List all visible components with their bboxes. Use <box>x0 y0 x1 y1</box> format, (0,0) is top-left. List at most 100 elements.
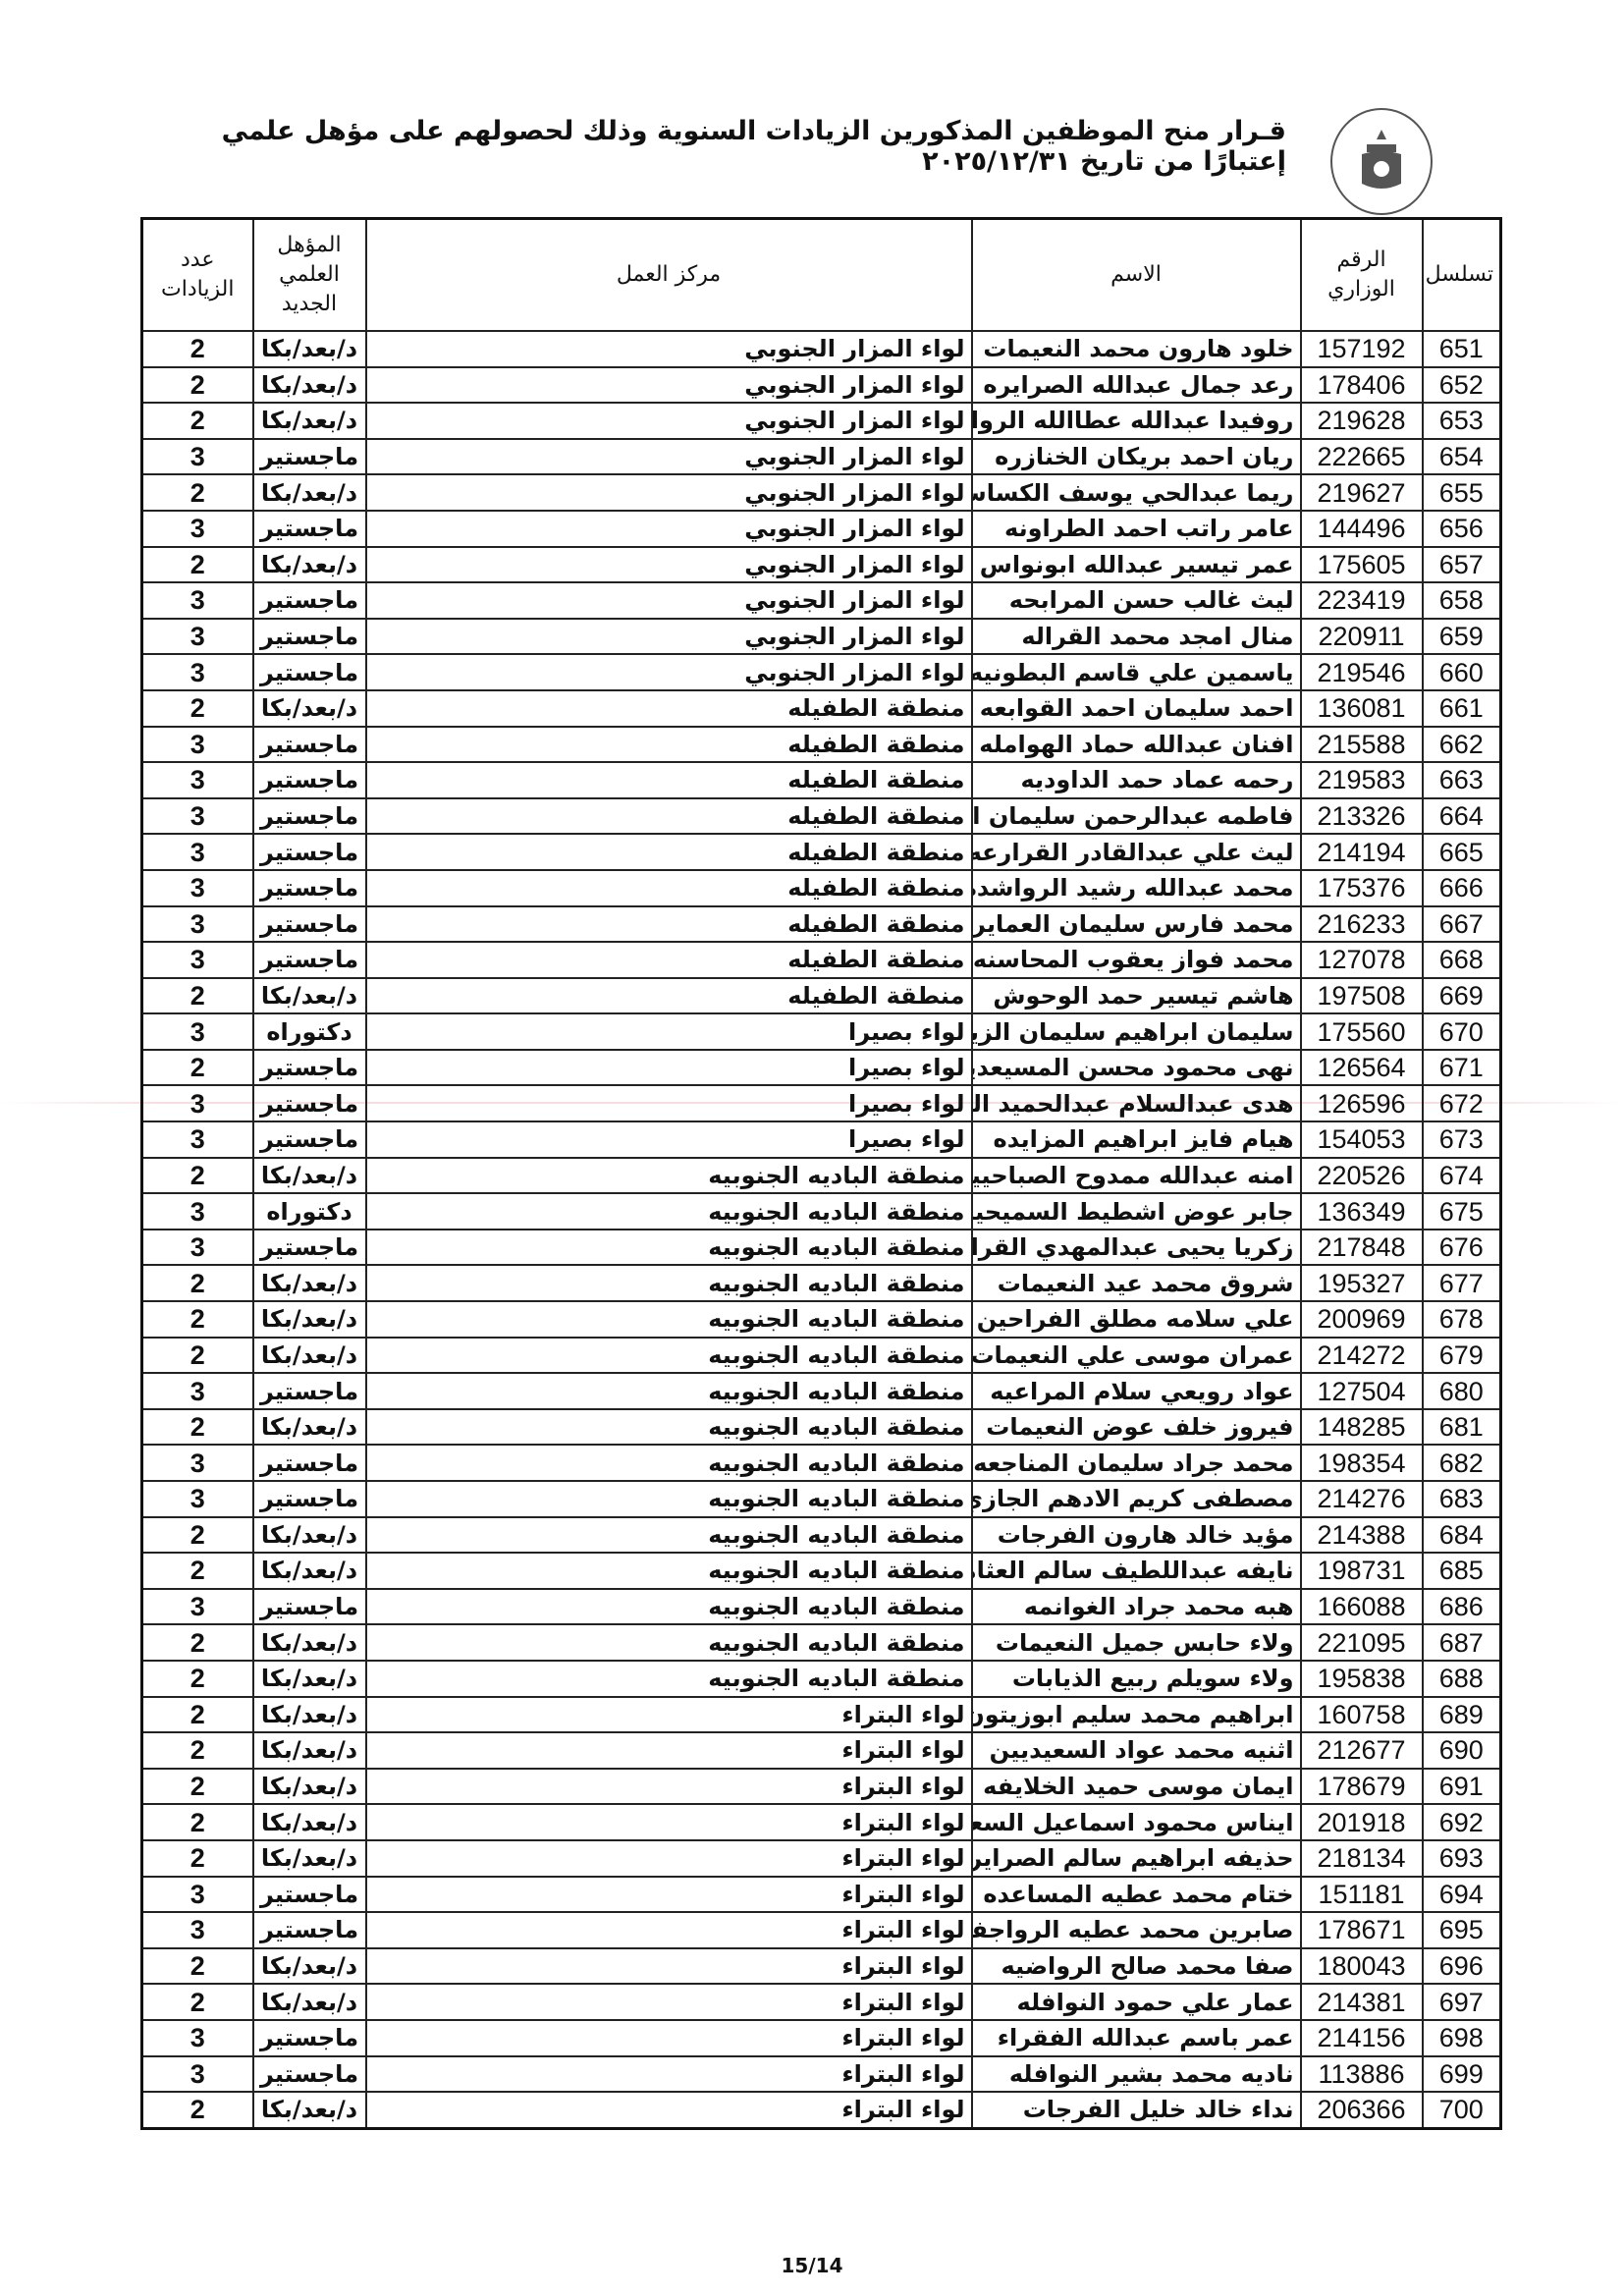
qualification-cell: د/بعد/بكا <box>251 1264 367 1303</box>
qualification-cell: د/بعد/بكا <box>251 1695 367 1734</box>
work-center-cell: لواء المزار الجنوبي <box>364 330 973 368</box>
document-title: قـرار منح الموظفين المذكورين الزيادات ال… <box>221 116 1286 177</box>
ministry-id-cell: 178671 <box>1299 1911 1424 1949</box>
increments-cell: 2 <box>140 1048 254 1087</box>
increments-cell: 3 <box>140 1192 254 1230</box>
qualification-cell: د/بعد/بكا <box>251 1156 367 1195</box>
ministry-id-cell: 197508 <box>1299 976 1424 1015</box>
increments-cell: 2 <box>140 1731 254 1770</box>
table-row: 691 178679 ايمان موسى حميد الخلايفه لواء ال… <box>140 1767 1502 1806</box>
table-row: 678 200969 علي سلامه مطلق الفراحين منطقة ال… <box>140 1300 1502 1339</box>
serial-cell: 679 <box>1421 1336 1502 1375</box>
increments-cell: 3 <box>140 2018 254 2057</box>
qualification-cell: دكتوراه <box>251 1012 367 1051</box>
qualification-cell: ماجستير <box>251 1121 367 1159</box>
work-center-cell: لواء المزار الجنوبي <box>364 545 973 584</box>
serial-cell: 693 <box>1421 1838 1502 1878</box>
ministry-id-cell: 151181 <box>1299 1875 1424 1914</box>
serial-cell: 674 <box>1421 1156 1502 1195</box>
header-ministry-id: الرقم الوزاري <box>1299 217 1424 332</box>
increments-cell: 2 <box>140 1983 254 2021</box>
work-center-cell: منطقة الباديه الجنوبيه <box>364 1336 973 1375</box>
work-center-cell: منطقة الباديه الجنوبيه <box>364 1228 973 1267</box>
table-row: 666 175376 محمد عبدالله رشيد الرواشده منطقة… <box>140 868 1502 907</box>
name-cell: مؤيد خالد هارون الفرجات <box>970 1515 1302 1555</box>
work-center-cell: منطقة الباديه الجنوبيه <box>364 1623 973 1662</box>
name-cell: هاشم تيسير حمد الوحوش <box>970 976 1302 1015</box>
qualification-cell: د/بعد/بكا <box>251 688 367 728</box>
serial-cell: 657 <box>1421 545 1502 584</box>
qualification-cell: ماجستير <box>251 761 367 799</box>
serial-cell: 663 <box>1421 761 1502 799</box>
work-center-cell: لواء بصيرا <box>364 1048 973 1087</box>
ministry-id-cell: 214272 <box>1299 1336 1424 1375</box>
qualification-cell: ماجستير <box>251 581 367 620</box>
serial-cell: 686 <box>1421 1587 1502 1626</box>
qualification-cell: ماجستير <box>251 904 367 944</box>
ministry-id-cell: 154053 <box>1299 1121 1424 1159</box>
increments-cell: 3 <box>140 725 254 764</box>
qualification-cell: د/بعد/بكا <box>251 1552 367 1590</box>
table-row: 657 175605 عمر تيسير عبدالله ابونواس لواء ا… <box>140 545 1502 584</box>
ministry-id-cell: 214156 <box>1299 2018 1424 2057</box>
serial-cell: 667 <box>1421 904 1502 944</box>
ministry-id-cell: 222665 <box>1299 437 1424 476</box>
ministry-id-cell: 175560 <box>1299 1012 1424 1051</box>
header-serial: تسلسل <box>1421 217 1502 332</box>
serial-cell: 673 <box>1421 1121 1502 1159</box>
serial-cell: 666 <box>1421 868 1502 907</box>
qualification-cell: د/بعد/بكا <box>251 1336 367 1375</box>
increments-cell: 2 <box>140 2091 254 2130</box>
serial-cell: 671 <box>1421 1048 1502 1087</box>
header-increments: عدد الزيادات <box>140 217 254 332</box>
work-center-cell: منطقة الباديه الجنوبيه <box>364 1407 973 1447</box>
work-center-cell: لواء البتراء <box>364 2018 973 2057</box>
qualification-cell: ماجستير <box>251 1372 367 1410</box>
name-cell: هيام فايز ابراهيم المزايده <box>970 1121 1302 1159</box>
work-center-cell: لواء المزار الجنوبي <box>364 653 973 691</box>
increments-cell: 2 <box>140 330 254 368</box>
name-cell: ايمان موسى حميد الخلايفه <box>970 1767 1302 1806</box>
name-cell: ختام محمد عطيه المساعده <box>970 1875 1302 1914</box>
ministry-id-cell: 212677 <box>1299 1731 1424 1770</box>
name-cell: ابراهيم محمد سليم ابوزيتون <box>970 1695 1302 1734</box>
increments-cell: 3 <box>140 1084 254 1123</box>
serial-cell: 664 <box>1421 796 1502 836</box>
work-center-cell: منطقة الباديه الجنوبيه <box>364 1372 973 1410</box>
serial-cell: 654 <box>1421 437 1502 476</box>
ministry-id-cell: 217848 <box>1299 1228 1424 1267</box>
work-center-cell: منطقة الطفيله <box>364 761 973 799</box>
work-center-cell: لواء المزار الجنوبي <box>364 617 973 656</box>
increments-cell: 2 <box>140 1803 254 1841</box>
work-center-cell: منطقة الطفيله <box>364 904 973 944</box>
increments-cell: 3 <box>140 1121 254 1159</box>
qualification-cell: د/بعد/بكا <box>251 1946 367 1986</box>
name-cell: روفيدا عبدالله عطاالله الرواشده <box>970 402 1302 440</box>
serial-cell: 662 <box>1421 725 1502 764</box>
serial-cell: 688 <box>1421 1659 1502 1698</box>
serial-cell: 675 <box>1421 1192 1502 1230</box>
table-row: 676 217848 زكريا يحيى عبدالمهدي القراله منط… <box>140 1228 1502 1267</box>
qualification-cell: د/بعد/بكا <box>251 1983 367 2021</box>
qualification-cell: ماجستير <box>251 1048 367 1087</box>
work-center-cell: لواء البتراء <box>364 2054 973 2094</box>
work-center-cell: لواء البتراء <box>364 1731 973 1770</box>
work-center-cell: لواء البتراء <box>364 2091 973 2130</box>
qualification-cell: ماجستير <box>251 1228 367 1267</box>
serial-cell: 698 <box>1421 2018 1502 2057</box>
qualification-cell: ماجستير <box>251 796 367 836</box>
name-cell: ولاء سويلم ربيع الذيابات <box>970 1659 1302 1698</box>
table-row: 677 195327 شروق محمد عيد النعيمات منطقة الب… <box>140 1264 1502 1303</box>
work-center-cell: منطقة الطفيله <box>364 796 973 836</box>
table-row: 659 220911 منال امجد محمد القراله لواء المز… <box>140 617 1502 656</box>
work-center-cell: منطقة الطفيله <box>364 725 973 764</box>
name-cell: ريما عبدالحي يوسف الكساسبه <box>970 473 1302 512</box>
name-cell: محمد فارس سليمان العمايره <box>970 904 1302 944</box>
table-row: 688 195838 ولاء سويلم ربيع الذيابات منطقة ا… <box>140 1659 1502 1698</box>
table-row: 660 219546 ياسمين علي قاسم البطونيه لواء ال… <box>140 653 1502 691</box>
table-row: 668 127078 محمد فواز يعقوب المحاسنه منطقة ا… <box>140 941 1502 979</box>
table-row: 700 206366 نداء خالد خليل الفرجات لواء البت… <box>140 2091 1502 2130</box>
increments-cell: 3 <box>140 833 254 871</box>
